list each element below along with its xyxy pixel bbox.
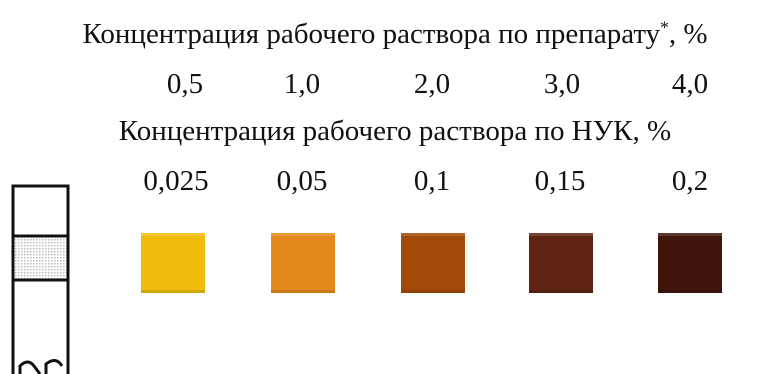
- product-concentration-values: 0,5 1,0 2,0 3,0 4,0: [0, 64, 778, 104]
- footnote-mark: *: [660, 17, 669, 38]
- color-swatch-4: [529, 233, 593, 293]
- nuk-value-5: 0,2: [671, 165, 709, 197]
- product-value-5: 4,0: [671, 68, 709, 100]
- product-value-3: 2,0: [413, 68, 451, 100]
- nuk-value-3: 0,1: [413, 165, 451, 197]
- strip-cut-edge: [18, 359, 64, 374]
- nuk-value-4: 0,15: [534, 165, 586, 197]
- nuk-value-1: 0,025: [143, 165, 209, 197]
- color-swatch-1: [141, 233, 205, 293]
- product-heading-unit: , %: [668, 18, 708, 50]
- strip-indicator-zone: [14, 236, 67, 280]
- indicator-strip-icon: [11, 184, 70, 374]
- color-swatch-2: [271, 233, 335, 293]
- color-swatch-3: [401, 233, 465, 293]
- product-heading-text: Концентрация рабочего раствора по препар…: [82, 18, 661, 50]
- product-value-1: 0,5: [166, 68, 204, 100]
- product-concentration-heading: Концентрация рабочего раствора по препар…: [6, 17, 778, 51]
- nuk-value-2: 0,05: [276, 165, 328, 197]
- nuk-concentration-heading: Концентрация рабочего раствора по НУК, %: [118, 115, 672, 147]
- color-swatch-5: [658, 233, 722, 293]
- product-value-4: 3,0: [543, 68, 581, 100]
- nuk-concentration-values: 0,025 0,05 0,1 0,15 0,2: [0, 161, 778, 201]
- product-value-2: 1,0: [283, 68, 321, 100]
